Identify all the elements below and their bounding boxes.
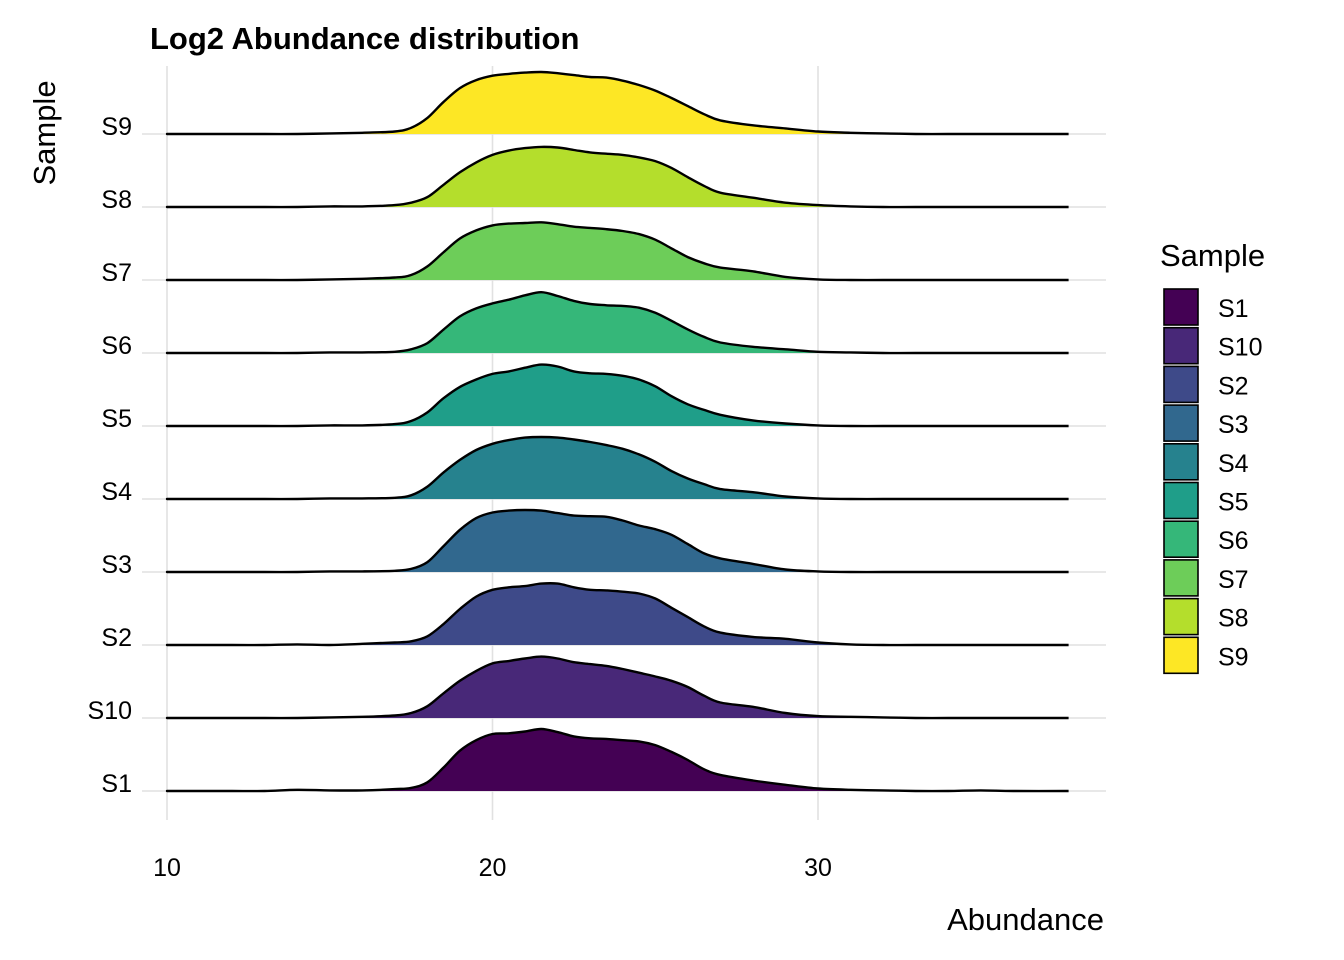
legend-item-S9: S9	[1163, 636, 1249, 675]
legend-item-S4: S4	[1163, 442, 1249, 481]
x-tick-label-10: 10	[153, 854, 181, 882]
legend-item-S5: S5	[1163, 481, 1249, 520]
y-tick-label-S7: S7	[101, 259, 132, 287]
y-axis-title: Sample	[27, 80, 62, 185]
legend-item-S7: S7	[1163, 559, 1249, 597]
ridge-outline-S7	[165, 221, 1069, 282]
legend-swatch-S4	[1163, 442, 1199, 481]
ridges	[165, 70, 1069, 793]
legend-swatch-S5	[1163, 481, 1199, 520]
y-tick-label-S5: S5	[101, 405, 132, 433]
ridge-fill-S3	[166, 510, 1069, 573]
ridge-outline-S6	[165, 290, 1069, 355]
ridge-outline-S10	[165, 655, 1069, 720]
ridge-S10	[165, 655, 1069, 720]
ridge-outline-S5	[165, 363, 1069, 428]
legend-swatch-S10	[1163, 326, 1199, 365]
y-tick-label-S9: S9	[101, 113, 132, 141]
legend: Sample S1 S10 S2 S3 S4 S5 S6 S7 S8 S9	[1160, 238, 1265, 675]
ridge-fill-S7	[166, 222, 1069, 281]
ridge-fill-S2	[166, 583, 1069, 646]
y-tick-label-S3: S3	[101, 551, 132, 579]
ridge-S3	[165, 508, 1069, 574]
ridge-fill-S6	[166, 292, 1069, 354]
legend-label-S4: S4	[1218, 450, 1249, 478]
x-axis-ticks: 10 20 30	[153, 854, 832, 882]
y-tick-label-S2: S2	[101, 624, 132, 652]
legend-label-S1: S1	[1218, 295, 1249, 323]
legend-label-S7: S7	[1218, 566, 1249, 594]
legend-item-S3: S3	[1163, 404, 1249, 442]
ridge-S4	[165, 435, 1069, 501]
legend-title: Sample	[1160, 238, 1265, 273]
y-tick-label-S4: S4	[101, 478, 132, 506]
legend-item-S1: S1	[1163, 288, 1249, 326]
ridge-outline-S3	[165, 508, 1069, 574]
x-axis-title: Abundance	[947, 902, 1104, 937]
ridge-fill-S9	[166, 71, 1069, 135]
legend-label-S9: S9	[1218, 643, 1249, 671]
ridge-outline-S8	[165, 145, 1069, 209]
x-tick-label-30: 30	[804, 854, 832, 882]
ridge-S6	[165, 290, 1069, 355]
legend-label-S5: S5	[1218, 489, 1249, 517]
ridge-S2	[165, 582, 1069, 647]
ridge-outline-S4	[165, 435, 1069, 501]
y-tick-label-S10: S10	[88, 697, 132, 725]
ridge-outline-S2	[165, 582, 1069, 647]
y-axis-ticks: S9 S8 S7 S6 S5 S4 S3 S2 S10 S1	[88, 113, 133, 798]
ridge-S8	[165, 145, 1069, 209]
ridge-fill-S5	[166, 364, 1069, 427]
y-tick-label-S8: S8	[101, 186, 132, 214]
ridge-S5	[165, 363, 1069, 428]
ridge-outline-S1	[165, 727, 1069, 793]
legend-item-S6: S6	[1163, 520, 1249, 559]
x-tick-label-20: 20	[479, 854, 507, 882]
legend-swatch-S1	[1163, 288, 1199, 326]
legend-label-S8: S8	[1218, 605, 1249, 633]
legend-swatch-S8	[1163, 597, 1199, 636]
ridge-outline-S9	[165, 70, 1069, 136]
legend-swatch-S3	[1163, 404, 1199, 442]
legend-items: S1 S10 S2 S3 S4 S5 S6 S7 S8 S9	[1163, 288, 1262, 675]
legend-swatch-S9	[1163, 636, 1199, 675]
legend-item-S2: S2	[1163, 365, 1249, 404]
legend-label-S3: S3	[1218, 411, 1249, 439]
legend-label-S2: S2	[1218, 372, 1249, 400]
ridge-S7	[165, 221, 1069, 282]
ridge-fill-S10	[166, 656, 1069, 719]
legend-item-S8: S8	[1163, 597, 1249, 636]
y-tick-label-S1: S1	[101, 770, 132, 798]
chart-title: Log2 Abundance distribution	[150, 21, 579, 56]
y-tick-label-S6: S6	[101, 332, 132, 360]
legend-label-S6: S6	[1218, 527, 1249, 555]
legend-label-S10: S10	[1218, 334, 1262, 362]
ridge-fill-S8	[166, 146, 1069, 208]
legend-item-S10: S10	[1163, 326, 1262, 365]
ridge-fill-S4	[166, 437, 1069, 500]
legend-swatch-S7	[1163, 559, 1199, 597]
legend-swatch-S2	[1163, 365, 1199, 404]
ridge-S9	[165, 70, 1069, 136]
legend-swatch-S6	[1163, 520, 1199, 559]
ridge-S1	[165, 727, 1069, 793]
ridge-fill-S1	[166, 728, 1069, 792]
